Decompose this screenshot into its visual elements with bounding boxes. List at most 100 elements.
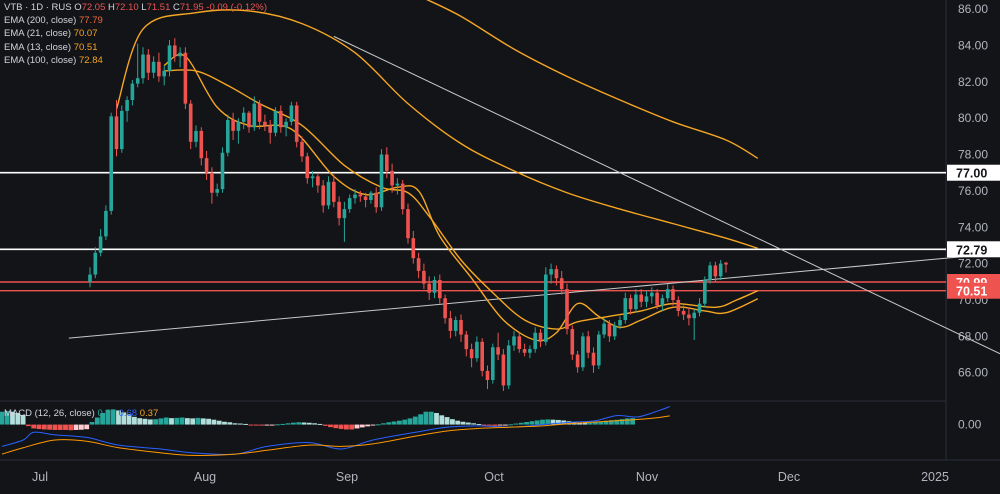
ema-legend-label: EMA (100, close) bbox=[4, 54, 79, 66]
macd-legend-value: 0.68 bbox=[118, 408, 138, 419]
candle-body bbox=[204, 158, 209, 173]
macd-histogram-bar bbox=[550, 419, 556, 425]
macd-histogram-bar bbox=[529, 421, 535, 425]
candle-body bbox=[475, 341, 479, 359]
candle-body bbox=[676, 300, 681, 311]
macd-histogram-bar bbox=[195, 417, 201, 425]
candle-body bbox=[581, 336, 585, 368]
candle-body bbox=[337, 201, 341, 219]
candle-body bbox=[173, 45, 177, 57]
ohlc-value-c: 71.95 bbox=[179, 2, 204, 13]
candle-body bbox=[501, 354, 506, 386]
macd-histogram-bar bbox=[349, 424, 355, 430]
time-tick-label: Dec bbox=[778, 470, 800, 484]
macd-zero-label: 0.00 bbox=[958, 418, 982, 432]
macd-histogram-bar bbox=[216, 420, 222, 425]
macd-histogram-bar bbox=[275, 424, 280, 426]
macd-histogram-bar bbox=[370, 424, 376, 426]
macd-histogram-bar bbox=[418, 414, 423, 425]
price-label-box bbox=[947, 164, 1000, 181]
ema-legend-row[interactable]: EMA (21, close) 70.07 bbox=[4, 27, 267, 40]
macd-histogram-bar bbox=[476, 424, 482, 426]
price-axis[interactable]: 86.00 84.00 82.00 80.00 78.00 76.00 74.00 72.00… bbox=[0, 0, 1000, 461]
candle-body bbox=[718, 263, 723, 277]
macd-histogram-bar bbox=[158, 418, 164, 425]
macd-values: 0.31 0.68 0.37 bbox=[97, 408, 158, 419]
ema-legend-label: EMA (200, close) bbox=[4, 15, 79, 27]
ema-legend-row[interactable]: EMA (13, close) 70.51 bbox=[4, 41, 267, 54]
macd-histogram-bar bbox=[116, 410, 121, 425]
macd-histogram-bar bbox=[630, 418, 635, 425]
candle-body bbox=[358, 194, 363, 197]
time-axis[interactable]: Jul Aug Sep Oct Nov Dec 2025 bbox=[32, 470, 949, 484]
macd-histogram-bar bbox=[524, 422, 529, 425]
candle-body bbox=[104, 210, 108, 237]
price-tick-label: 76.00 bbox=[958, 184, 988, 198]
candle-body bbox=[289, 105, 294, 122]
candle-body bbox=[273, 110, 278, 133]
macd-histogram-bar bbox=[386, 422, 392, 425]
macd-histogram-bar bbox=[153, 419, 158, 425]
ema-line bbox=[115, 9, 759, 250]
macd-histogram-bar bbox=[439, 415, 445, 425]
ohlc-key-l: L bbox=[138, 2, 147, 13]
candle-body bbox=[220, 152, 225, 190]
candle-body bbox=[681, 310, 686, 315]
candle-body bbox=[703, 280, 707, 304]
macd-histogram-bar bbox=[105, 409, 111, 425]
macd-histogram-bar bbox=[206, 418, 211, 425]
ema-legend-label: EMA (21, close) bbox=[4, 28, 74, 40]
candle-body bbox=[130, 83, 135, 100]
candle-body bbox=[671, 289, 675, 300]
macd-histogram-bar bbox=[614, 419, 620, 425]
candle-body bbox=[549, 269, 553, 275]
macd-histogram-bar bbox=[444, 417, 450, 425]
price-label-text: 77.00 bbox=[956, 167, 987, 181]
macd-histogram-bar bbox=[455, 420, 461, 425]
symbol-label[interactable]: VTB · 1D · RUS bbox=[4, 2, 72, 13]
candle-body bbox=[459, 320, 463, 335]
macd-histogram-bar bbox=[540, 419, 545, 425]
ema-legend-row[interactable]: EMA (100, close) 72.84 bbox=[4, 54, 267, 67]
macd-histogram-bar bbox=[248, 424, 254, 426]
candle-body bbox=[618, 320, 622, 326]
candle-body bbox=[369, 192, 373, 200]
price-tick-label: 72.00 bbox=[958, 257, 988, 271]
macd-histogram-bar bbox=[185, 418, 190, 425]
ema-legend-row[interactable]: EMA (200, close) 77.79 bbox=[4, 14, 267, 27]
candle-body bbox=[713, 265, 718, 277]
candle-body bbox=[448, 318, 453, 331]
macd-histogram-bar bbox=[47, 424, 52, 430]
macd-histogram-bar bbox=[174, 417, 180, 425]
macd-histogram-bar bbox=[285, 423, 291, 425]
macd-histogram-bar bbox=[333, 424, 339, 429]
macd-label[interactable]: MACD (12, 26, close) bbox=[4, 408, 95, 419]
candle-body bbox=[422, 270, 426, 284]
macd-histogram-bar bbox=[57, 424, 63, 430]
candle-body bbox=[167, 45, 172, 71]
ema-legend-label: EMA (13, close) bbox=[4, 41, 74, 53]
candle-body bbox=[660, 298, 665, 306]
candle-body bbox=[385, 154, 389, 171]
candle-body bbox=[406, 209, 410, 239]
candle-body bbox=[438, 280, 442, 299]
candle-body bbox=[125, 100, 129, 111]
candle-body bbox=[692, 312, 696, 319]
candle-body bbox=[300, 141, 304, 157]
macd-histogram-bar bbox=[10, 411, 15, 425]
macd-histogram-bar bbox=[402, 419, 408, 425]
macd-histogram-bar bbox=[354, 424, 360, 429]
candle-body bbox=[236, 121, 241, 131]
horizontal-lines bbox=[0, 171, 946, 292]
macd-histogram-bar bbox=[593, 422, 598, 425]
time-tick-label: 2025 bbox=[921, 470, 949, 484]
macd-pane: 0.00 bbox=[0, 406, 982, 456]
candle-body bbox=[294, 105, 299, 142]
macd-histogram-bar bbox=[587, 422, 593, 425]
candle-body bbox=[644, 296, 649, 302]
candle-body bbox=[416, 258, 421, 271]
macd-signal-line bbox=[1, 415, 670, 456]
macd-histogram-bar bbox=[497, 424, 503, 426]
